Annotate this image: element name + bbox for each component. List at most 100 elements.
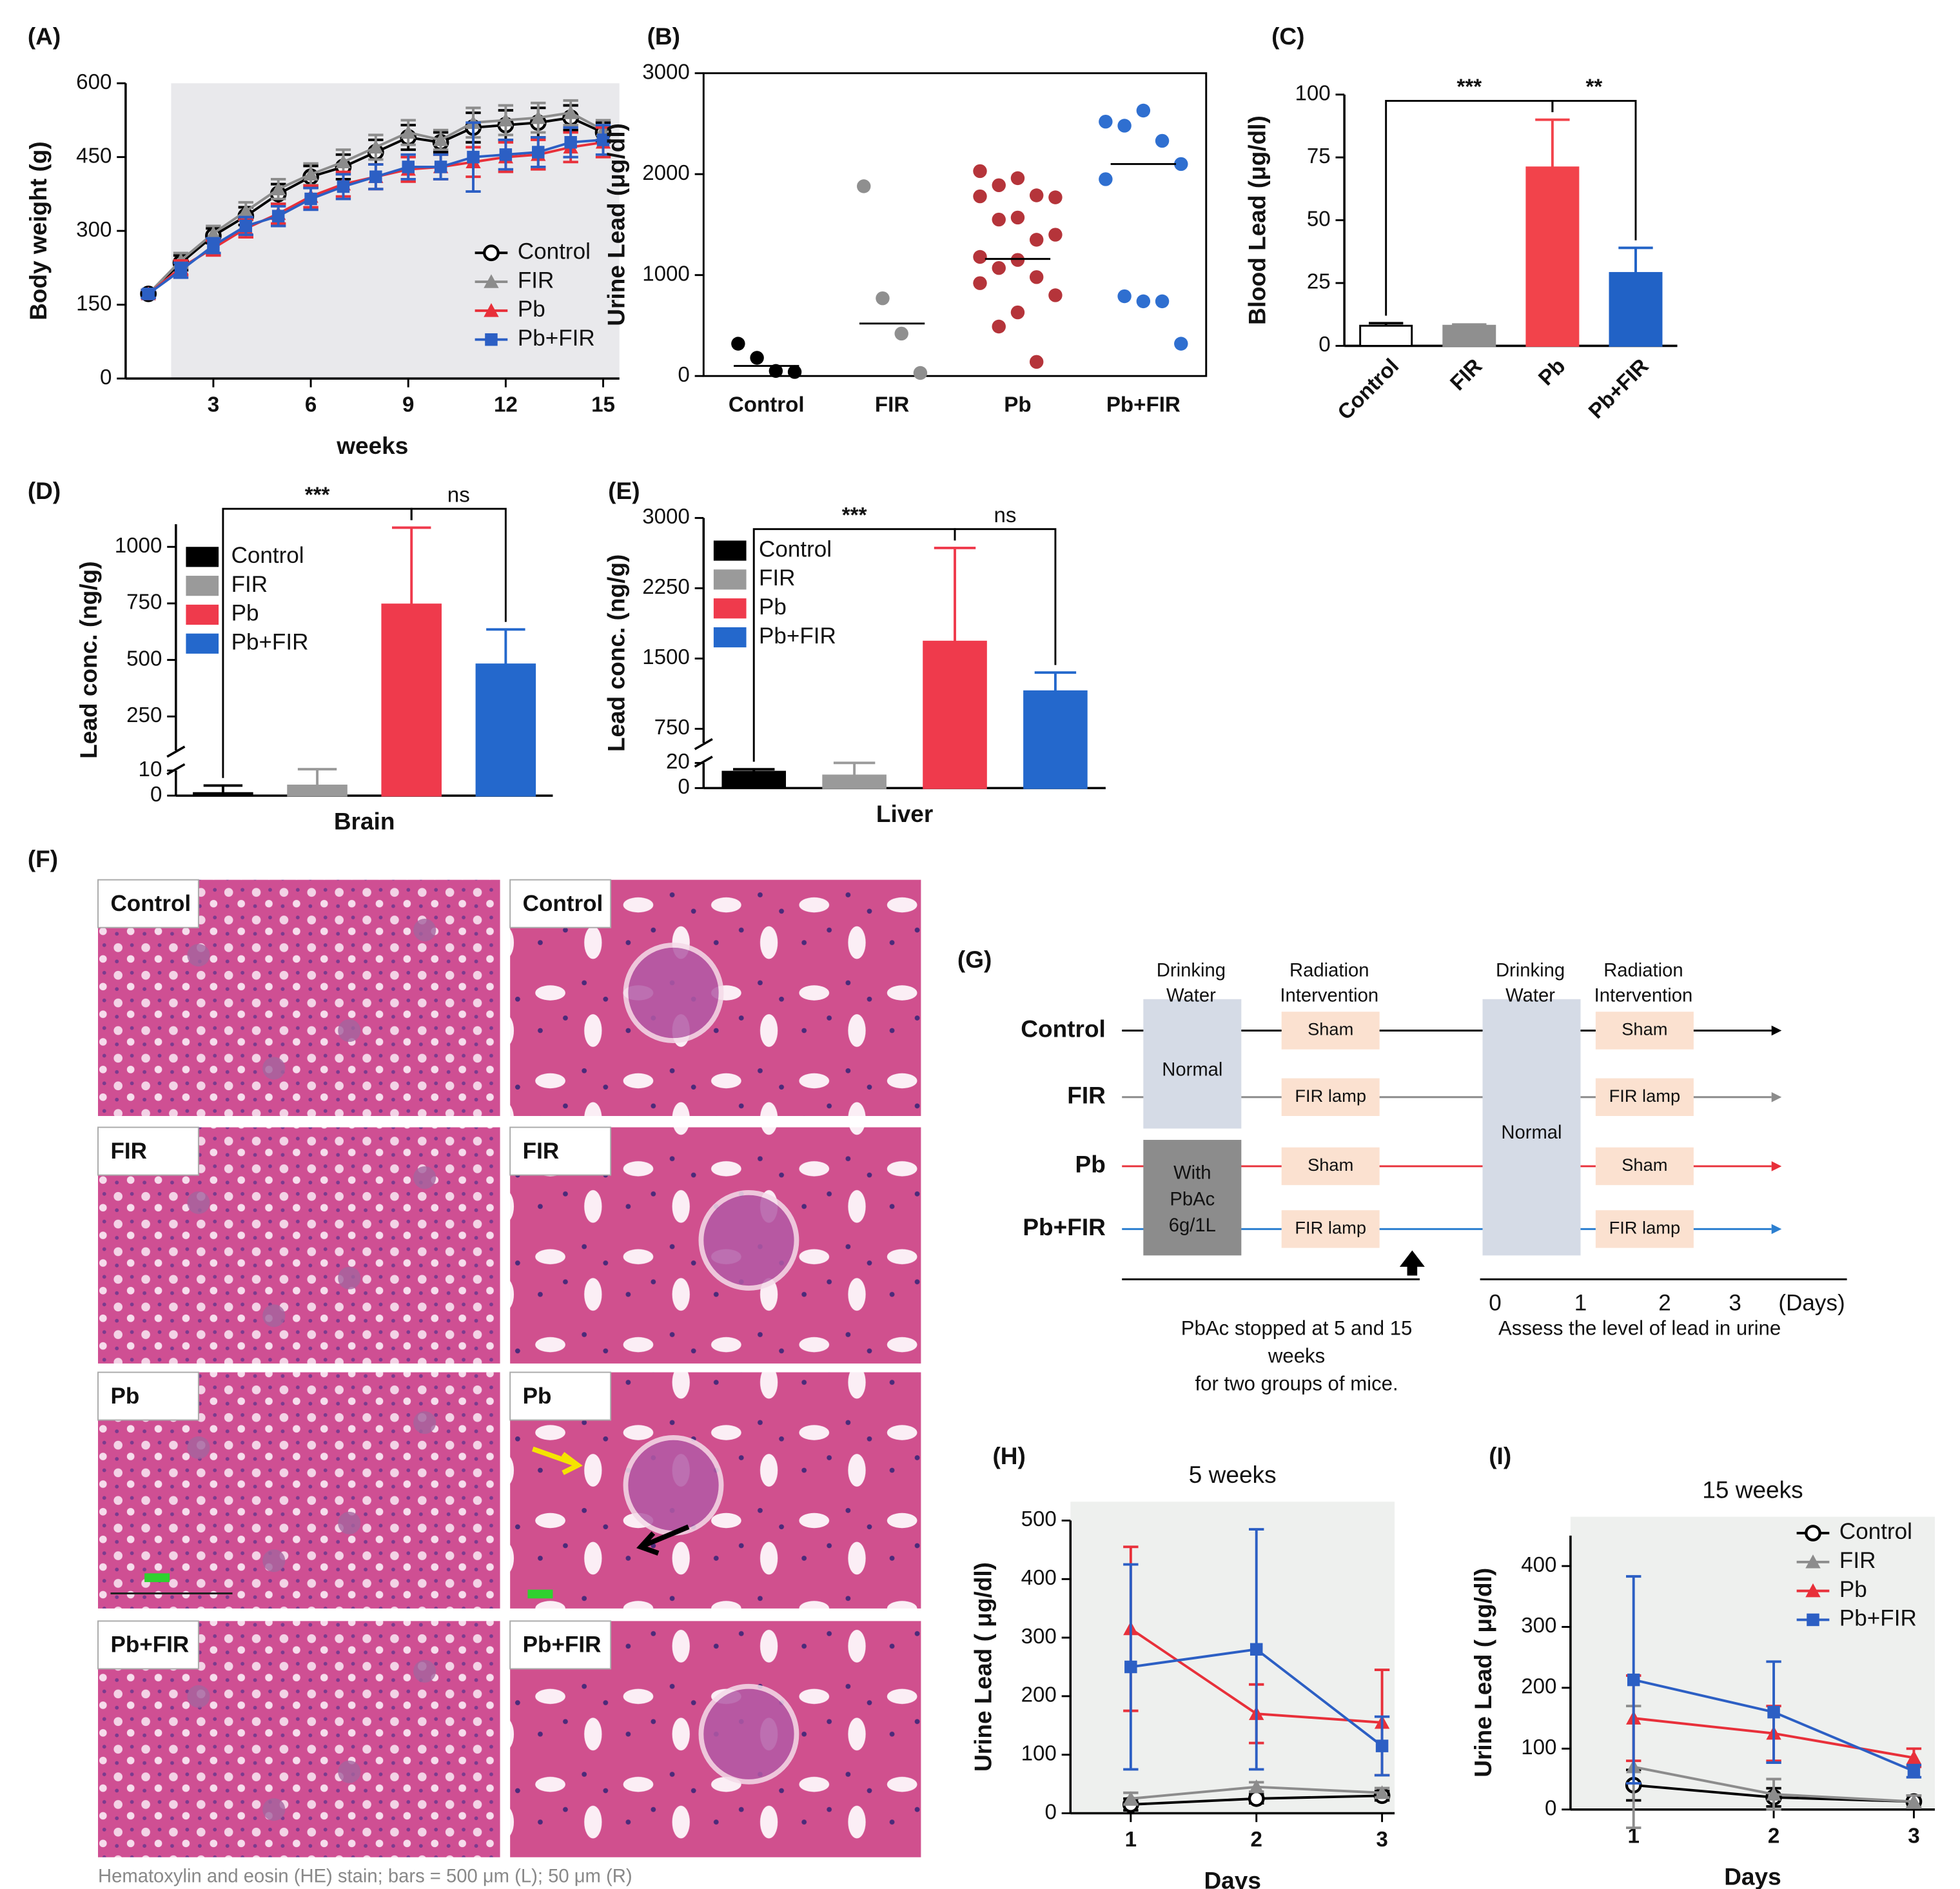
error-bar	[733, 768, 775, 772]
x-tick-label: 12	[494, 393, 518, 417]
y-tick-label: 150	[76, 291, 112, 315]
glomerulus	[338, 1511, 361, 1534]
data-point	[1117, 119, 1132, 133]
data-point	[973, 250, 987, 264]
legend-label: Control	[759, 536, 832, 562]
legend-swatch	[713, 540, 747, 561]
legend-label: Pb+FIR	[518, 326, 595, 351]
marker	[337, 180, 350, 193]
marker	[1766, 1786, 1781, 1801]
panel-label: (F)	[28, 845, 58, 872]
panel-label: (G)	[957, 946, 992, 973]
panel-label: (D)	[28, 477, 61, 504]
panel-label: (I)	[1489, 1442, 1511, 1469]
legend-label: Pb	[759, 594, 787, 620]
marker	[483, 244, 500, 262]
water-text: Normal	[1501, 1122, 1562, 1143]
day-label: 3	[1729, 1291, 1741, 1316]
glomerulus	[262, 1798, 286, 1821]
group-label: Pb+FIR	[1023, 1213, 1106, 1240]
marker	[1805, 1525, 1821, 1542]
marker	[484, 303, 499, 317]
panel-label: (A)	[28, 23, 61, 50]
data-point	[731, 337, 745, 351]
glomerulus	[623, 943, 724, 1043]
x-tick-label: 2	[1251, 1828, 1262, 1852]
histology-panel: (F) Control FIR Pb Pb+FIR Control FIR Pb Pb+FIR…	[28, 845, 921, 1887]
radiation-text: FIR lamp	[1295, 1218, 1366, 1238]
data-point	[973, 189, 987, 204]
error-bar	[1452, 323, 1487, 326]
image-label-box	[97, 1371, 199, 1421]
radiation-text: FIR lamp	[1295, 1086, 1366, 1106]
data-point	[1048, 190, 1063, 204]
panel-label: (C)	[1271, 23, 1304, 50]
x-axis-label: Days	[1724, 1863, 1781, 1889]
y-axis-label: Lead conc. (ng/g)	[75, 561, 102, 758]
radiation-box	[1595, 1078, 1694, 1116]
glomerulus	[187, 1191, 210, 1214]
chart: (E) 020 750 1500 2250 3000 Lead conc. (ng/g) Li…	[603, 477, 1106, 827]
arrow-black	[636, 1524, 690, 1556]
column-header: Water	[1505, 986, 1555, 1006]
marker	[1374, 1785, 1390, 1799]
column-header: Drinking	[1496, 961, 1565, 981]
day-label: 0	[1489, 1291, 1502, 1316]
radiation-text: Sham	[1308, 1155, 1353, 1175]
scale-bar	[527, 1589, 553, 1599]
data-point	[1029, 270, 1044, 284]
y-tick-label: 600	[76, 70, 112, 94]
design-diagram: (G) Control FIR Pb Pb+FIR Normal With PbAc 6g/1…	[957, 946, 1847, 1395]
radiation-box	[1281, 1210, 1380, 1248]
marker	[485, 333, 498, 346]
y-tick-label: 100	[1295, 81, 1330, 105]
data-point	[1029, 188, 1044, 202]
legend-swatch	[186, 633, 219, 654]
arrowhead	[1771, 1161, 1782, 1171]
y-tick-label: 0	[1318, 333, 1330, 357]
chart: (H) 0 100 200 300 400 500 1 2 3 Urine Lead ( μg/dl…	[970, 1442, 1395, 1889]
error-bar	[392, 526, 431, 605]
group-label: Control	[1021, 1015, 1106, 1042]
glomerulus	[413, 1659, 436, 1683]
significance-bracket	[410, 507, 507, 622]
column-header: Water	[1166, 986, 1216, 1006]
glomerulus	[698, 1683, 799, 1785]
legend-label: FIR	[759, 565, 795, 591]
x-tick-label: 3	[1376, 1828, 1387, 1852]
radiation-box	[1595, 1012, 1694, 1050]
significance-label: **	[1586, 75, 1603, 99]
data-point	[1174, 337, 1188, 351]
y-tick-label: 0	[100, 366, 112, 389]
column-header: Intervention	[1594, 986, 1693, 1006]
glomerulus	[623, 1434, 724, 1536]
y-tick-label: 500	[126, 647, 162, 670]
arrowhead	[1771, 1091, 1782, 1102]
y-tick-label: 750	[126, 591, 162, 614]
marker	[1767, 1705, 1780, 1719]
chart-title: 5 weeks	[1189, 1461, 1277, 1488]
legend-swatch	[186, 547, 219, 567]
x-tick-label: FIR	[875, 393, 909, 417]
image-label: Control	[110, 891, 191, 916]
x-tick-label: 3	[208, 393, 219, 417]
chart: (A) 0 150 300 450 600 3 6 9 12 15 Body weight (g) we…	[24, 23, 620, 459]
x-axis-label: Brain	[334, 808, 395, 835]
data-point	[913, 366, 928, 380]
chart: (I) 0 100 200 300 400 1 2 3 Urine Lead ( μg/dl) Da…	[1469, 1442, 1936, 1889]
data-point	[992, 178, 1006, 193]
error-bar	[1368, 322, 1404, 326]
marker	[303, 166, 318, 181]
data-point	[1048, 228, 1063, 242]
y-tick-label: 400	[1021, 1566, 1057, 1590]
glomerulus	[698, 1189, 799, 1291]
data-point	[1010, 305, 1025, 320]
radiation-text: Sham	[1308, 1019, 1353, 1039]
marker	[596, 133, 610, 146]
data-point	[1010, 253, 1025, 267]
glomerulus	[262, 1549, 286, 1572]
glomerulus	[262, 1304, 286, 1327]
group-label: FIR	[1067, 1082, 1106, 1109]
bar	[1359, 324, 1413, 347]
